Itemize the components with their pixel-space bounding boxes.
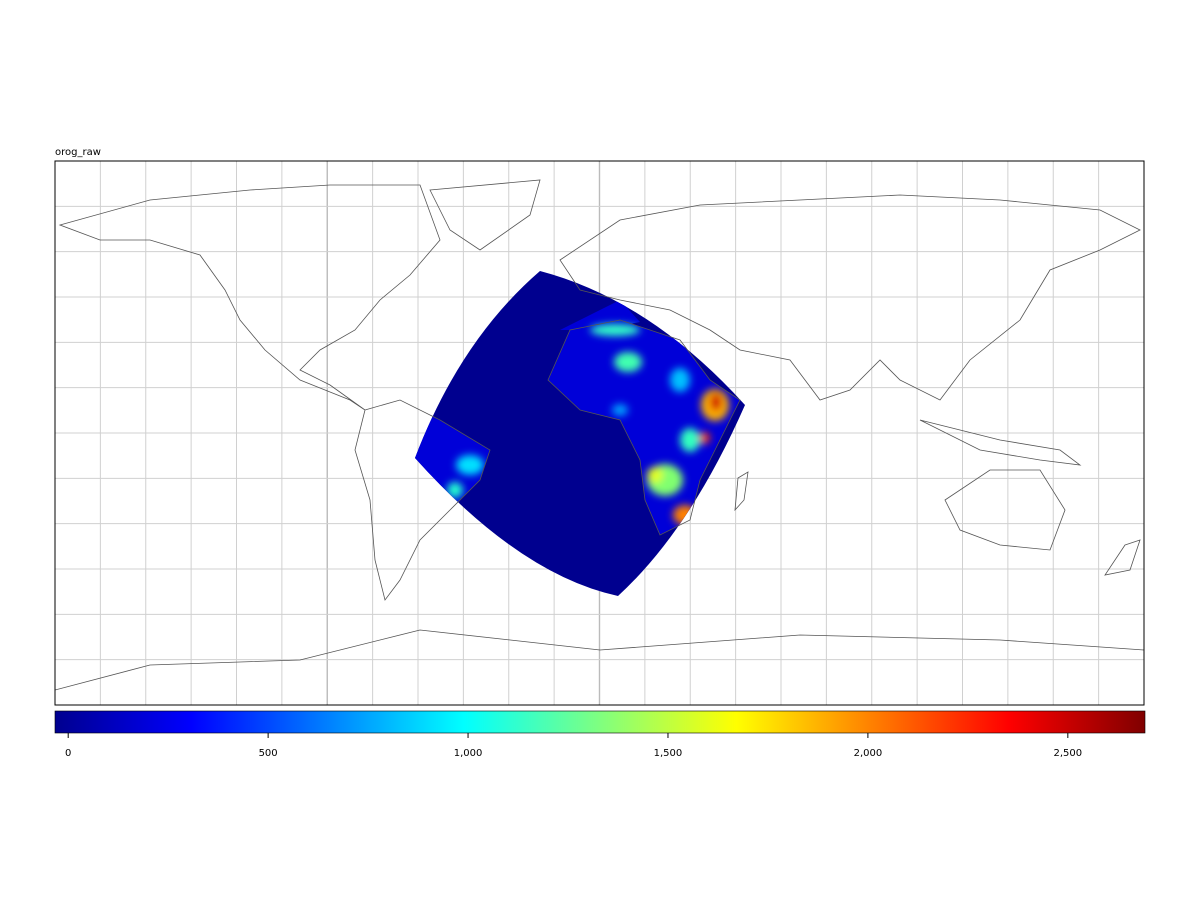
coastlines xyxy=(55,179,1144,691)
colorbar xyxy=(54,710,1146,734)
map-frame xyxy=(54,160,1145,706)
colorbar-tick-label: 500 xyxy=(259,748,278,759)
map-title: orog_raw xyxy=(55,147,101,158)
colorbar-tick-label: 1,500 xyxy=(654,748,683,759)
colorbar-tick-label: 2,000 xyxy=(854,748,883,759)
colorbar-tick-label: 1,000 xyxy=(454,748,483,759)
colorbar-tick-label: 2,500 xyxy=(1054,748,1083,759)
colorbar-tick-label: 0 xyxy=(65,748,71,759)
map-area xyxy=(55,161,1144,705)
